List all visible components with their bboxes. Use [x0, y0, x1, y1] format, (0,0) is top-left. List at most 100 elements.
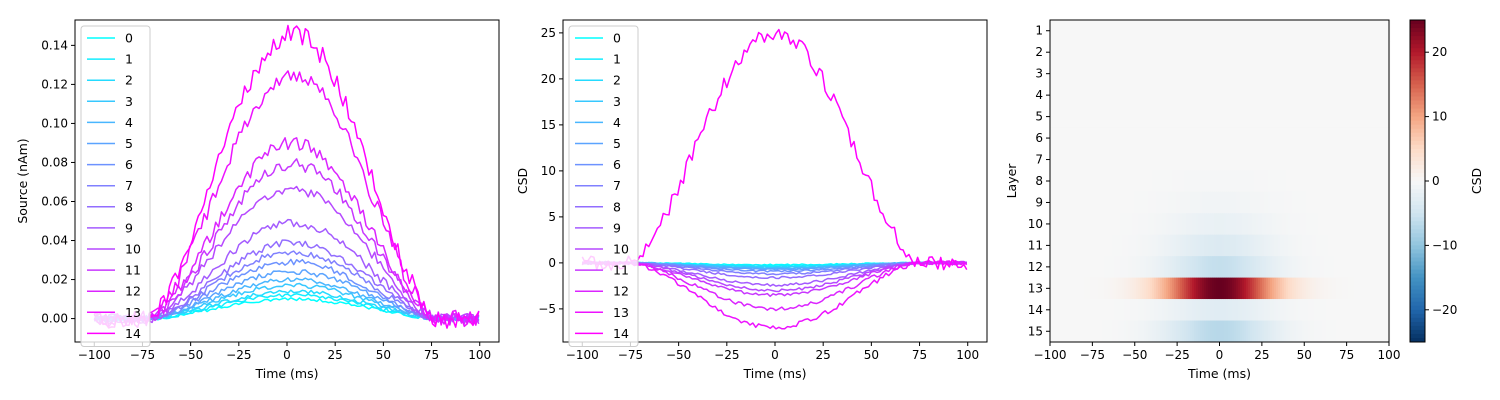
heatmap-cell	[1358, 41, 1361, 64]
heatmap-cell	[1282, 213, 1285, 236]
heatmap-cell	[1162, 256, 1165, 278]
heatmap-cell	[1282, 127, 1285, 150]
heatmap-cell	[1130, 277, 1133, 300]
heatmap-cell	[1144, 127, 1147, 150]
heatmap-cell	[1098, 170, 1101, 193]
heatmap-cell	[1060, 20, 1063, 42]
heatmap-cell	[1090, 234, 1093, 257]
heatmap-cell	[1272, 256, 1275, 278]
heatmap-cell	[1102, 234, 1105, 257]
heatmap-cell	[1076, 62, 1079, 85]
heatmap-cell	[1230, 213, 1233, 236]
heatmap-cell	[1240, 213, 1243, 236]
heatmap-cell	[1092, 20, 1095, 42]
heatmap-cell	[1334, 234, 1337, 257]
heatmap-cell	[1326, 127, 1329, 150]
heatmap-cell	[1242, 299, 1245, 321]
heatmap-cell	[1146, 20, 1149, 42]
heatmap-cell	[1296, 213, 1299, 236]
heatmap-cell	[1194, 127, 1197, 150]
heatmap-cell	[1194, 234, 1197, 257]
heatmap-cell	[1086, 234, 1089, 257]
legend-label-14: 14	[125, 326, 141, 341]
heatmap-cell	[1304, 127, 1307, 150]
heatmap-cell	[1184, 84, 1187, 107]
heatmap-cell	[1146, 191, 1149, 214]
heatmap-cell	[1176, 213, 1179, 236]
heatmap-cell	[1166, 62, 1169, 85]
colorbar-segment	[1410, 329, 1425, 335]
heatmap-cell	[1210, 20, 1213, 42]
heatmap-cell	[1268, 84, 1271, 107]
heatmap-cell	[1228, 62, 1231, 85]
heatmap-cell	[1330, 256, 1333, 278]
heatmap-cell	[1280, 277, 1283, 300]
heatmap-cell	[1186, 277, 1189, 300]
heatmap-cell	[1380, 127, 1383, 150]
heatmap-cell	[1080, 41, 1083, 64]
heatmap-cell	[1384, 127, 1387, 150]
heatmap-cell	[1108, 277, 1111, 300]
heatmap-cell	[1246, 299, 1249, 321]
heatmap-cell	[1130, 84, 1133, 107]
heatmap-cell	[1076, 277, 1079, 300]
heatmap-cell	[1232, 170, 1235, 193]
heatmap-cell	[1096, 41, 1099, 64]
heatmap-cell	[1174, 299, 1177, 321]
heatmap-cell	[1234, 170, 1237, 193]
heatmap-cell	[1294, 20, 1297, 42]
heatmap-cell	[1130, 105, 1133, 128]
heatmap-cell	[1116, 256, 1119, 278]
heatmap-cell	[1068, 84, 1071, 107]
heatmap-cell	[1056, 148, 1059, 171]
heatmap-cell	[1362, 105, 1365, 128]
heatmap-cell	[1372, 213, 1375, 236]
heatmap-cell	[1204, 277, 1207, 300]
x-tick-label: 25	[328, 348, 343, 362]
heatmap-cell	[1188, 234, 1191, 257]
heatmap-cell	[1102, 105, 1105, 128]
heatmap-cell	[1176, 170, 1179, 193]
legend-label-9: 9	[125, 220, 133, 235]
heatmap-cell	[1168, 20, 1171, 42]
heatmap-cell	[1258, 191, 1261, 214]
heatmap-cell	[1164, 213, 1167, 236]
heatmap-cell	[1112, 213, 1115, 236]
heatmap-cell	[1084, 127, 1087, 150]
heatmap-cell	[1098, 191, 1101, 214]
heatmap-cell	[1252, 127, 1255, 150]
heatmap-cell	[1114, 256, 1117, 278]
heatmap-cell	[1138, 148, 1141, 171]
heatmap-cell	[1186, 105, 1189, 128]
heatmap-cell	[1386, 170, 1389, 193]
heatmap-cell	[1214, 148, 1217, 171]
heatmap-cell	[1074, 170, 1077, 193]
heatmap-cell	[1356, 41, 1359, 64]
heatmap-cell	[1062, 213, 1065, 236]
heatmap-cell	[1070, 277, 1073, 300]
heatmap-cell	[1336, 84, 1339, 107]
heatmap-cell	[1212, 320, 1215, 343]
heatmap-cell	[1072, 62, 1075, 85]
heatmap-cell	[1382, 256, 1385, 278]
heatmap-cell	[1228, 256, 1231, 278]
heatmap-cell	[1142, 105, 1145, 128]
colorbar-tick-label: 10	[1432, 110, 1447, 124]
colorbar-segment	[1410, 120, 1425, 126]
heatmap-cell	[1332, 41, 1335, 64]
legend-label-13: 13	[125, 305, 141, 320]
heatmap-cell	[1142, 191, 1145, 214]
colorbar-segment	[1410, 108, 1425, 114]
heatmap-cell	[1082, 84, 1085, 107]
colorbar-segment	[1410, 160, 1425, 166]
heatmap-cell	[1170, 213, 1173, 236]
heatmap-cell	[1204, 20, 1207, 42]
x-tick-label: 75	[424, 348, 439, 362]
heatmap-cell	[1252, 277, 1255, 300]
heatmap-cell	[1150, 105, 1153, 128]
heatmap-cell	[1164, 41, 1167, 64]
heatmap-cell	[1166, 170, 1169, 193]
heatmap-cell	[1326, 256, 1329, 278]
heatmap-cell	[1228, 170, 1231, 193]
heatmap-cell	[1360, 256, 1363, 278]
